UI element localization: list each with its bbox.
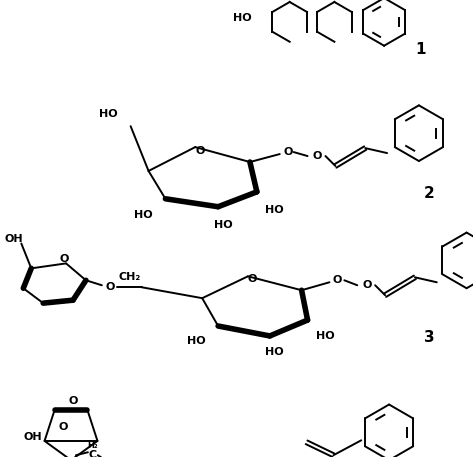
- Text: O: O: [105, 282, 114, 292]
- Text: HO: HO: [265, 205, 284, 215]
- Text: HO: HO: [187, 336, 206, 346]
- Text: C: C: [89, 450, 97, 460]
- Text: O: O: [59, 255, 69, 264]
- Text: 2: 2: [423, 186, 434, 201]
- Text: HO: HO: [233, 13, 251, 23]
- Text: HO: HO: [214, 219, 232, 229]
- Text: O: O: [283, 147, 292, 157]
- Text: CH₂: CH₂: [118, 272, 141, 283]
- Text: O: O: [247, 274, 256, 284]
- Text: OH: OH: [24, 432, 43, 442]
- Text: HO: HO: [316, 331, 335, 341]
- Text: 1: 1: [416, 42, 426, 57]
- Text: HO: HO: [265, 347, 284, 357]
- Text: H₂: H₂: [88, 441, 98, 450]
- Text: O: O: [68, 395, 78, 406]
- Text: HO: HO: [100, 109, 118, 119]
- Text: OH: OH: [4, 234, 23, 244]
- Text: HO: HO: [134, 210, 153, 219]
- Text: O: O: [333, 275, 342, 285]
- Text: O: O: [313, 151, 322, 161]
- Text: O: O: [58, 422, 68, 432]
- Text: 3: 3: [423, 330, 434, 346]
- Bar: [1, 457, 473, 471]
- Text: O: O: [196, 146, 205, 156]
- Text: 4: 4: [423, 458, 434, 473]
- Text: O: O: [363, 280, 372, 290]
